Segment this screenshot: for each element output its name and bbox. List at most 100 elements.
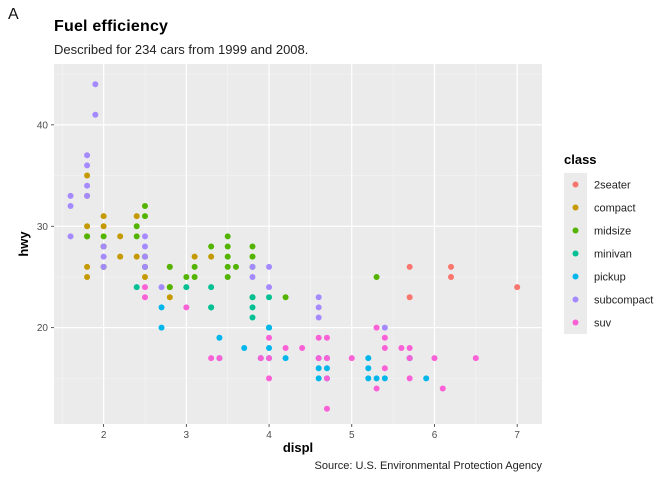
point-subcompact [84, 152, 91, 159]
legend-title: class [564, 152, 597, 167]
point-subcompact [266, 263, 273, 270]
point-compact [84, 172, 91, 179]
legend-key-suv [572, 319, 579, 326]
point-midsize [249, 243, 256, 250]
point-pickup [216, 334, 223, 341]
point-minivan [266, 294, 273, 301]
point-compact [133, 253, 140, 260]
point-pickup [315, 375, 322, 382]
point-midsize [100, 233, 107, 240]
point-compact [133, 213, 140, 220]
point-midsize [166, 263, 173, 270]
legend-key-midsize [572, 227, 579, 234]
chart-subtitle: Described for 234 cars from 1999 and 200… [54, 42, 309, 57]
point-minivan [249, 294, 256, 301]
point-compact [166, 294, 173, 301]
point-midsize [84, 233, 91, 240]
axes: displ hwy 2 3 4 5 6 7 20 30 40 [16, 120, 520, 455]
point-midsize [224, 263, 231, 270]
point-compact [141, 273, 148, 280]
point-compact [117, 233, 124, 240]
point-subcompact [84, 162, 91, 169]
point-suv [398, 344, 405, 351]
x-tick-label: 4 [266, 430, 272, 441]
point-minivan [133, 284, 140, 291]
point-subcompact [315, 294, 322, 301]
point-compact [84, 273, 91, 280]
point-2seater [406, 294, 413, 301]
point-suv [373, 385, 380, 392]
point-subcompact [381, 324, 388, 331]
point-midsize [224, 253, 231, 260]
x-tick-label: 3 [184, 430, 190, 441]
point-compact [84, 223, 91, 230]
point-midsize [232, 263, 239, 270]
y-tick-label: 20 [37, 323, 49, 334]
point-midsize [191, 273, 198, 280]
point-suv [208, 355, 215, 362]
grid-lines [54, 64, 542, 424]
point-midsize [373, 273, 380, 280]
point-subcompact [67, 233, 74, 240]
legend-label-pickup: pickup [594, 272, 626, 284]
point-subcompact [84, 192, 91, 199]
point-pickup [266, 344, 273, 351]
x-tick-label: 6 [432, 430, 438, 441]
point-midsize [133, 233, 140, 240]
point-suv [266, 375, 273, 382]
point-subcompact [67, 202, 74, 209]
point-suv [216, 355, 223, 362]
point-subcompact [84, 182, 91, 189]
point-midsize [191, 263, 198, 270]
point-suv [315, 355, 322, 362]
point-suv [381, 344, 388, 351]
point-suv [266, 334, 273, 341]
legend-key-subcompact [572, 296, 579, 303]
legend-label-suv: suv [594, 318, 612, 330]
point-pickup [323, 365, 330, 372]
point-midsize [224, 273, 231, 280]
point-midsize [282, 294, 289, 301]
point-suv [406, 344, 413, 351]
point-minivan [183, 284, 190, 291]
point-compact [100, 213, 107, 220]
point-subcompact [100, 263, 107, 270]
point-minivan [249, 304, 256, 311]
point-subcompact [266, 284, 273, 291]
point-pickup [315, 365, 322, 372]
panel-label: A [8, 6, 19, 23]
point-2seater [448, 273, 455, 280]
point-subcompact [100, 243, 107, 250]
point-subcompact [141, 263, 148, 270]
legend-key-minivan [572, 250, 579, 257]
point-subcompact [141, 253, 148, 260]
point-compact [208, 253, 215, 260]
x-tick-label: 7 [514, 430, 520, 441]
legend-key-pickup [572, 273, 579, 280]
point-2seater [406, 263, 413, 270]
point-suv [439, 385, 446, 392]
point-subcompact [249, 263, 256, 270]
x-tick-label: 5 [349, 430, 355, 441]
point-midsize [141, 213, 148, 220]
point-pickup [381, 375, 388, 382]
y-tick-label: 30 [37, 222, 49, 233]
point-pickup [158, 324, 165, 331]
data-points [67, 81, 521, 412]
point-suv [141, 284, 148, 291]
point-minivan [208, 304, 215, 311]
point-pickup [365, 355, 372, 362]
chart-caption: Source: U.S. Environmental Protection Ag… [314, 460, 542, 472]
point-suv [406, 375, 413, 382]
point-suv [299, 344, 306, 351]
point-suv [472, 355, 479, 362]
legend: class 2seater compact midsize minivan pickup… [564, 152, 653, 334]
point-suv [323, 355, 330, 362]
point-subcompact [141, 233, 148, 240]
point-compact [117, 253, 124, 260]
point-compact [100, 223, 107, 230]
plot-background [54, 64, 542, 424]
point-subcompact [158, 284, 165, 291]
legend-label-minivan: minivan [594, 249, 632, 261]
point-pickup [158, 304, 165, 311]
